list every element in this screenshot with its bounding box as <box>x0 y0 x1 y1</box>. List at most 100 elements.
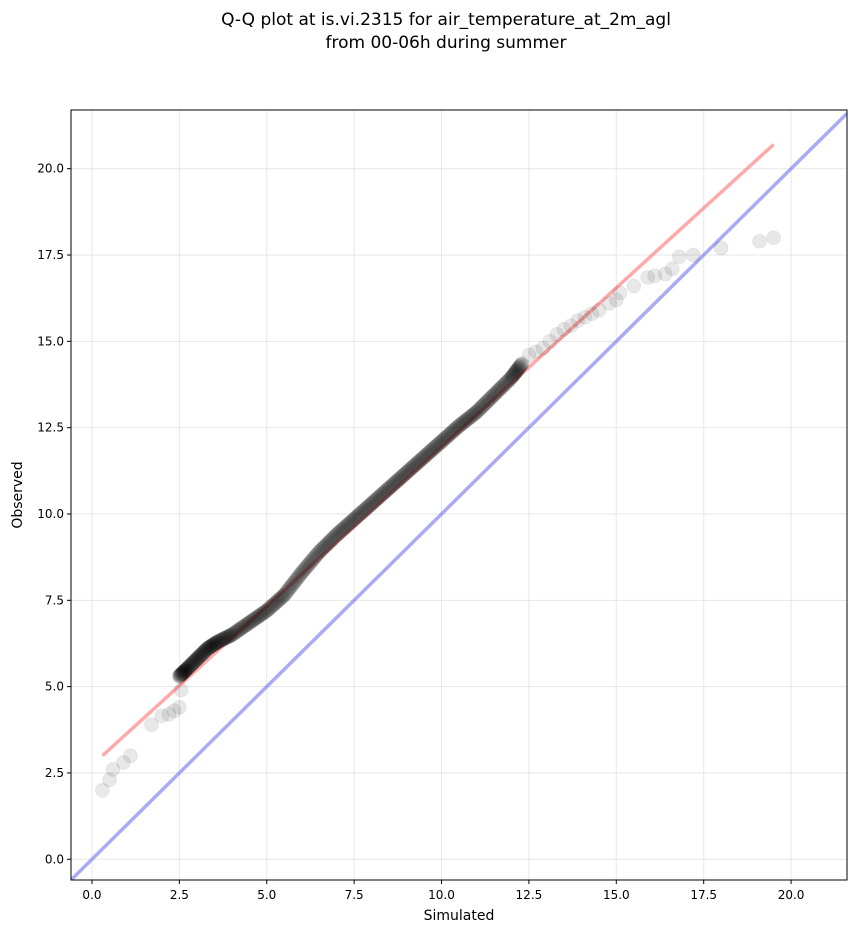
data-point <box>484 389 500 405</box>
data-point <box>509 362 525 378</box>
data-point <box>211 633 227 649</box>
data-point <box>390 473 406 489</box>
data-point <box>685 247 701 263</box>
data-point <box>388 474 404 490</box>
data-point <box>264 598 280 614</box>
data-point <box>510 362 526 378</box>
data-point <box>212 633 228 649</box>
data-point <box>375 485 391 501</box>
data-point <box>267 596 283 612</box>
data-point <box>429 437 445 453</box>
chart-subtitle: from 00-06h during summer <box>326 33 567 53</box>
data-point <box>456 414 472 430</box>
data-point <box>752 233 768 249</box>
data-point <box>173 682 189 698</box>
data-point <box>298 560 314 576</box>
data-point <box>303 554 319 570</box>
data-point <box>500 373 516 389</box>
data-point <box>207 636 223 652</box>
data-point <box>330 525 346 541</box>
data-point <box>504 369 520 385</box>
x-tick-label: 17.5 <box>690 888 717 902</box>
data-point <box>173 666 189 682</box>
data-point <box>612 285 628 301</box>
data-point <box>453 416 469 432</box>
data-point <box>447 421 463 437</box>
data-point <box>189 651 205 667</box>
data-point <box>258 603 274 619</box>
data-point <box>403 461 419 477</box>
data-point <box>294 564 310 580</box>
data-point <box>176 664 192 680</box>
data-point <box>420 446 436 462</box>
data-point <box>355 504 371 520</box>
data-point <box>512 359 528 375</box>
data-point <box>647 268 663 284</box>
data-point <box>182 658 198 674</box>
data-point <box>174 665 190 681</box>
data-point <box>498 375 514 391</box>
data-point <box>343 514 359 530</box>
data-point <box>274 589 290 605</box>
data-point <box>240 616 256 632</box>
data-point <box>300 557 316 573</box>
data-point <box>244 613 260 629</box>
data-point <box>479 394 495 410</box>
data-point <box>570 313 586 329</box>
data-point <box>335 521 351 537</box>
data-point <box>195 645 211 661</box>
data-point <box>480 393 496 409</box>
data-point <box>563 318 579 334</box>
data-point <box>450 419 466 435</box>
data-point <box>439 429 455 445</box>
data-point <box>410 454 426 470</box>
data-point <box>275 588 291 604</box>
data-point <box>431 436 447 452</box>
data-point <box>203 639 219 655</box>
data-point <box>175 664 191 680</box>
data-point <box>94 782 110 798</box>
data-point <box>476 396 492 412</box>
data-point <box>293 565 309 581</box>
data-point <box>179 660 195 676</box>
data-point <box>286 575 302 591</box>
data-point <box>223 627 239 643</box>
data-point <box>312 543 328 559</box>
data-point <box>218 630 234 646</box>
data-point <box>203 638 219 654</box>
data-point <box>478 395 494 411</box>
data-point <box>408 457 424 473</box>
data-point <box>497 376 513 392</box>
data-point <box>192 648 208 664</box>
data-point <box>766 230 782 246</box>
data-point <box>247 611 263 627</box>
data-point <box>363 496 379 512</box>
data-point <box>171 668 187 684</box>
data-point <box>217 630 233 646</box>
data-point <box>289 570 305 586</box>
x-tick-label: 12.5 <box>516 888 543 902</box>
data-point <box>475 398 491 414</box>
data-point <box>451 418 467 434</box>
data-point <box>216 631 232 647</box>
data-point <box>187 652 203 668</box>
data-point <box>188 652 204 668</box>
data-point <box>270 592 286 608</box>
data-point <box>393 469 409 485</box>
data-point <box>367 493 383 509</box>
x-tick-label: 5.0 <box>257 888 276 902</box>
data-point <box>359 499 375 515</box>
data-point <box>507 365 523 381</box>
data-point <box>626 278 642 294</box>
y-tick-label: 10.0 <box>37 507 64 521</box>
data-point <box>446 422 462 438</box>
data-point <box>178 662 194 678</box>
data-point <box>252 607 268 623</box>
data-point <box>352 506 368 522</box>
data-point <box>265 597 281 613</box>
data-point <box>200 640 216 656</box>
data-point <box>549 326 565 342</box>
data-point <box>334 522 350 538</box>
data-point <box>474 399 490 415</box>
data-point <box>202 639 218 655</box>
